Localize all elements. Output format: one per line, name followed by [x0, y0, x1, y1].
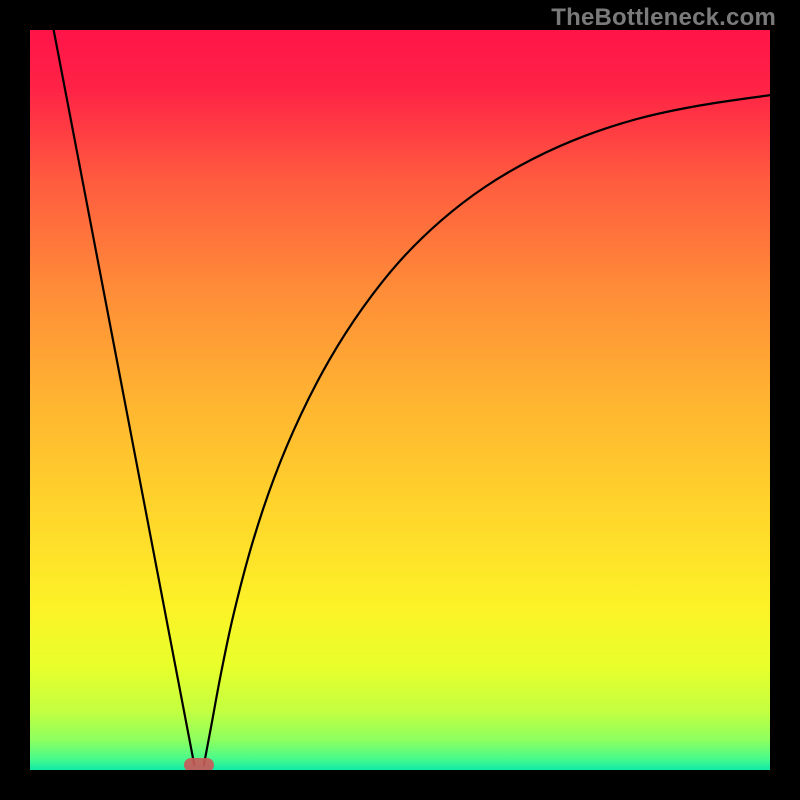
- gradient-background: [30, 30, 770, 770]
- chart-frame: TheBottleneck.com: [0, 0, 800, 800]
- optimal-point-marker: [184, 758, 214, 770]
- watermark-text: TheBottleneck.com: [551, 4, 776, 32]
- plot-area: [30, 30, 770, 770]
